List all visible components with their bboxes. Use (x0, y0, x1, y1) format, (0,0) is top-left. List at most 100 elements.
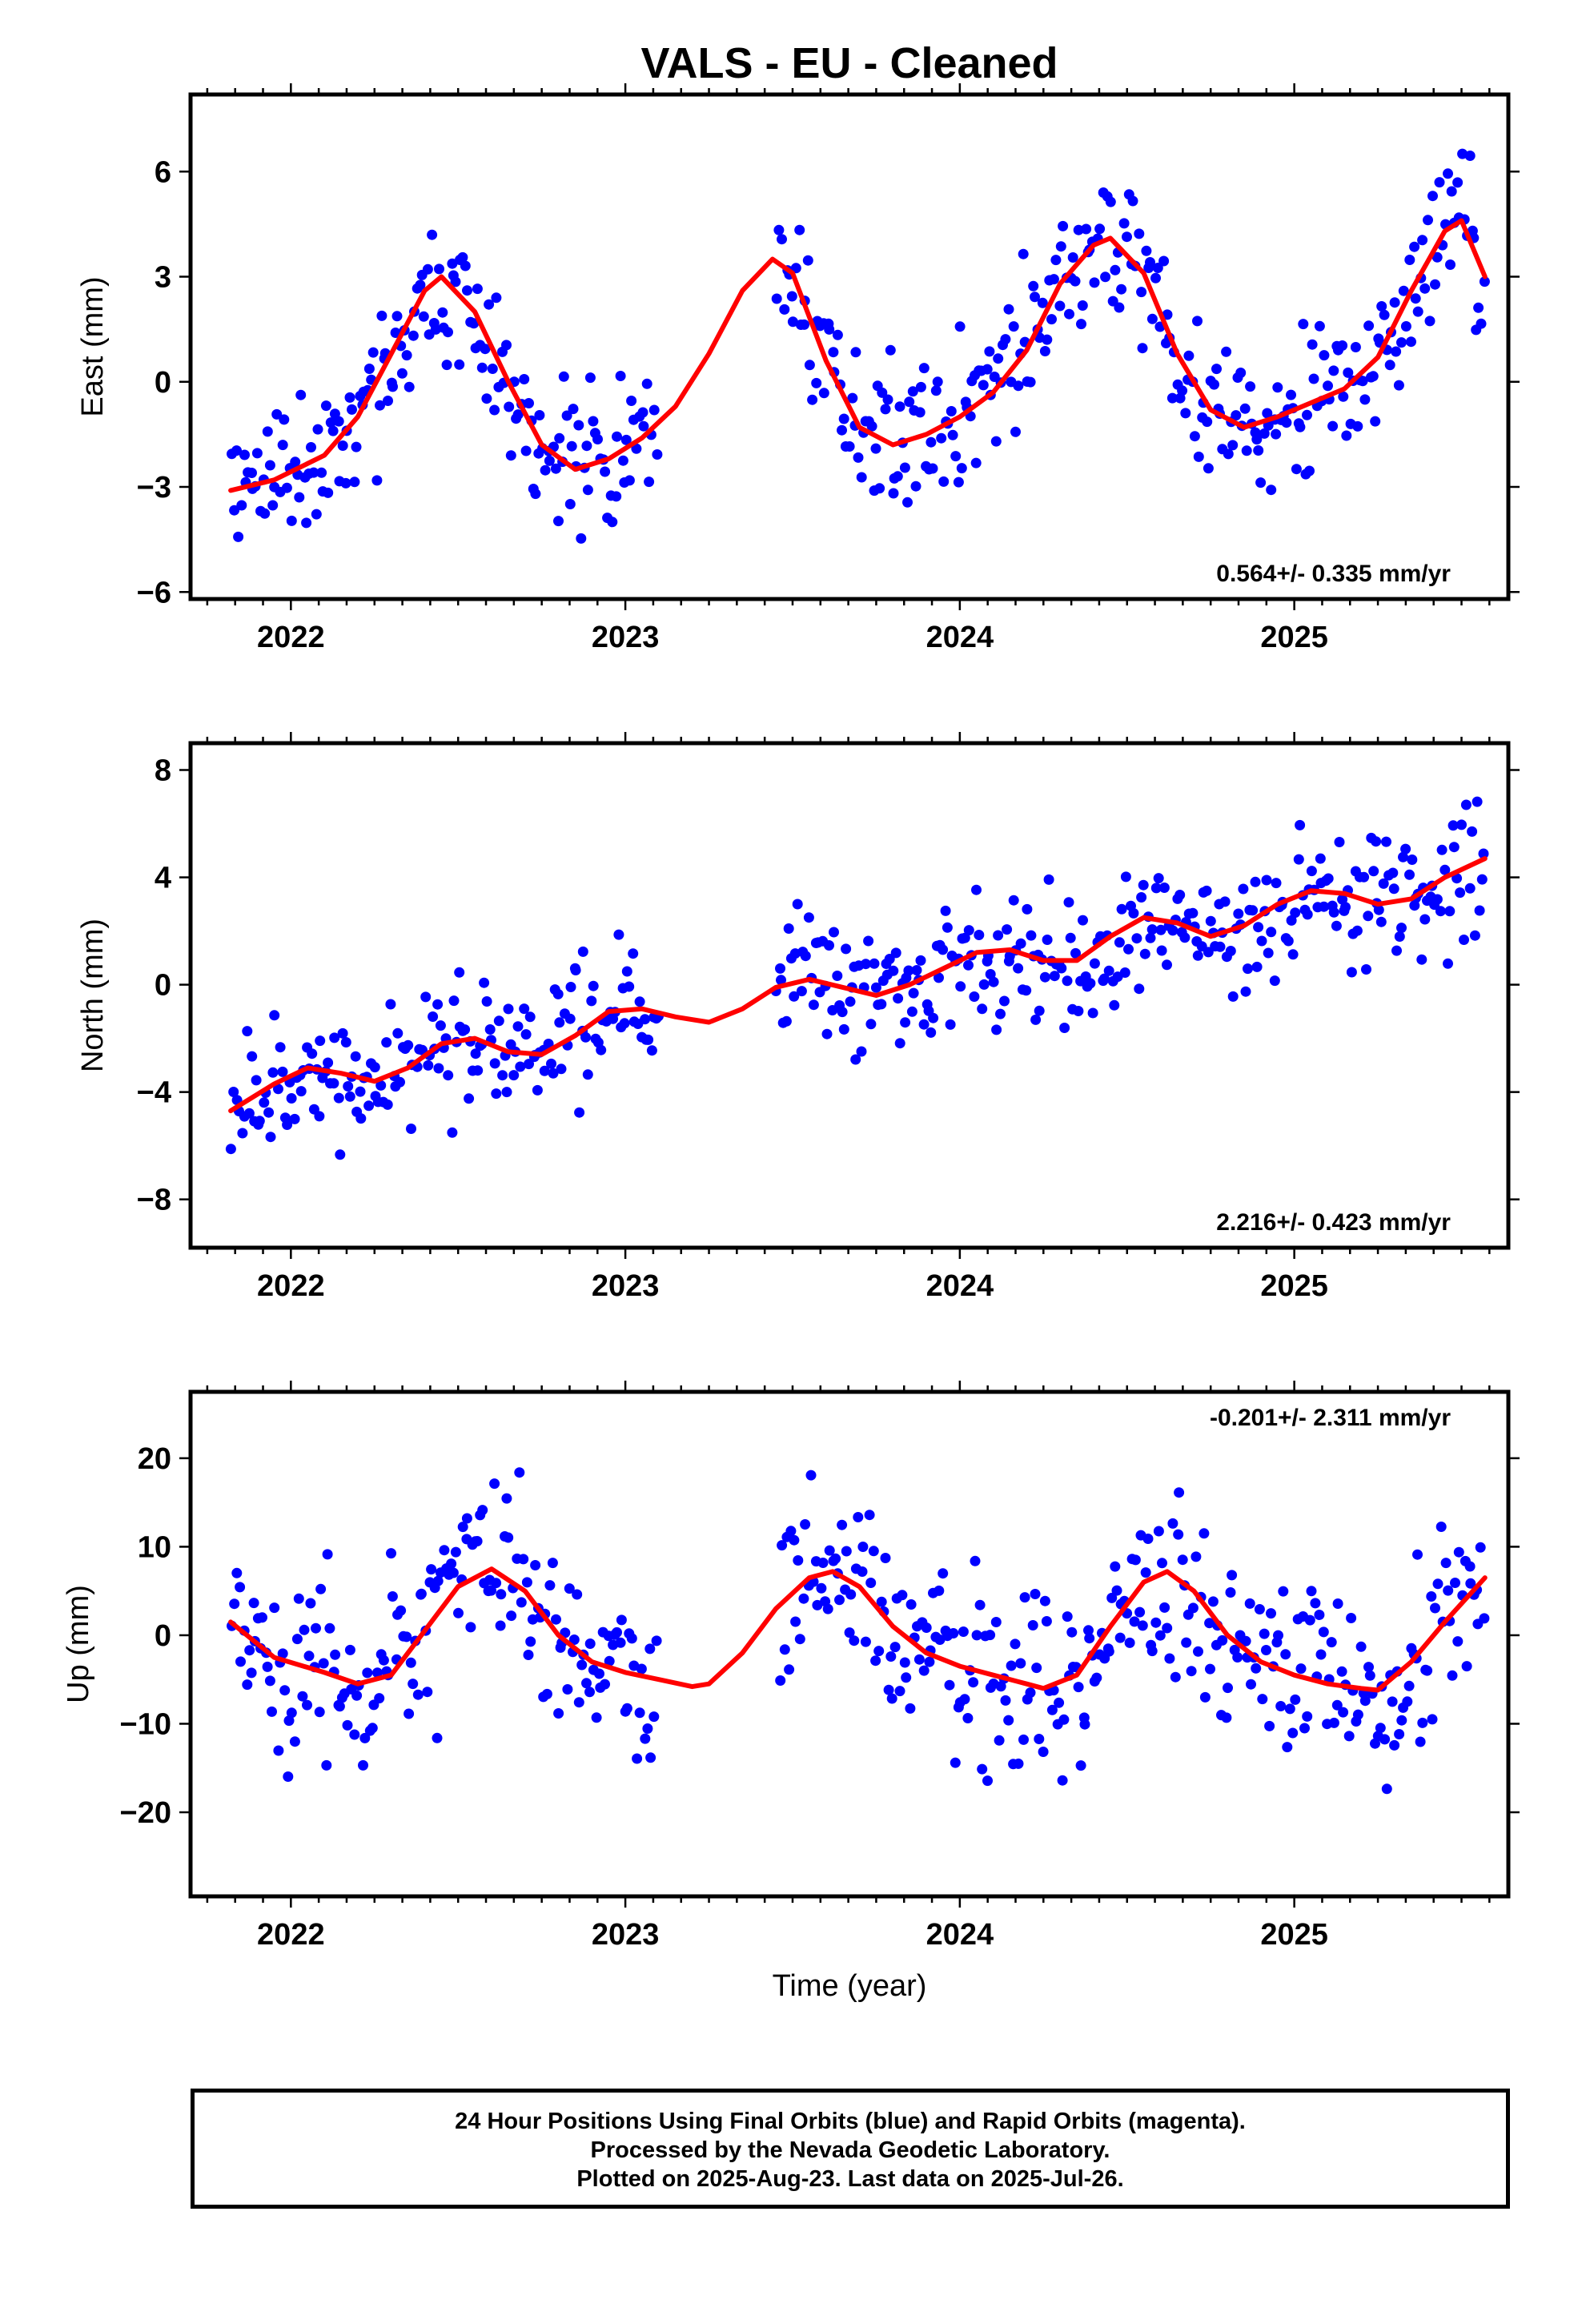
data-point-north (225, 1144, 236, 1155)
data-point-north (1478, 848, 1489, 859)
data-point-east (990, 436, 1002, 447)
data-point-east (1323, 380, 1333, 392)
data-point-up (1162, 1622, 1173, 1634)
data-point-east (1064, 308, 1074, 320)
data-point-north (869, 958, 880, 969)
data-point-up (1464, 1561, 1476, 1572)
data-point-east (233, 531, 244, 542)
data-point-up (775, 1675, 786, 1686)
data-point-up (1227, 1570, 1238, 1581)
data-point-up (318, 1658, 329, 1669)
data-point-up (1251, 1663, 1262, 1674)
data-point-up (636, 1663, 647, 1675)
data-point-up (1129, 1616, 1140, 1627)
data-point-east (1376, 301, 1387, 312)
data-point-east (1245, 381, 1256, 392)
data-point-east (885, 344, 896, 356)
data-point-north (1328, 907, 1339, 918)
data-point-up (568, 1634, 580, 1645)
data-point-east (443, 327, 453, 338)
data-point-north (1116, 903, 1127, 915)
data-point-east (434, 263, 444, 275)
data-point-north (893, 993, 904, 1004)
data-point-north (1167, 925, 1178, 936)
data-point-north (1371, 836, 1382, 847)
data-point-north (969, 991, 980, 1002)
data-point-east (262, 426, 273, 437)
data-point-up (1030, 1589, 1041, 1599)
data-point-up (876, 1596, 887, 1607)
data-point-east (1158, 255, 1170, 267)
data-point-north (928, 1012, 939, 1023)
data-point-east (1337, 340, 1348, 351)
x-tick-label-north: 2024 (926, 1269, 994, 1303)
data-point-east (1000, 334, 1011, 345)
data-point-up (262, 1661, 273, 1672)
data-point-north (1131, 933, 1142, 944)
data-point-up (408, 1679, 419, 1690)
data-point-north (624, 981, 635, 992)
data-point-up (1217, 1634, 1228, 1646)
data-point-north (942, 922, 953, 933)
data-point-up (1403, 1680, 1415, 1691)
data-point-east (1259, 428, 1270, 439)
data-point-up (1054, 1697, 1065, 1708)
data-point-north (1460, 799, 1472, 810)
data-point-north (515, 1061, 526, 1072)
data-point-up (621, 1703, 632, 1714)
data-point-north (554, 1017, 565, 1028)
x-tick-label-north: 2023 (592, 1269, 660, 1303)
data-point-east (1070, 275, 1081, 287)
data-point-north (1467, 826, 1478, 837)
data-point-east (491, 292, 502, 304)
x-tick-label-east: 2025 (1260, 621, 1328, 654)
model-curve-east (228, 218, 1488, 493)
data-point-north (1008, 895, 1019, 906)
data-point-north (945, 1019, 956, 1030)
data-point-east (520, 445, 532, 456)
data-point-up (1387, 1696, 1398, 1707)
data-point-north (890, 947, 901, 959)
data-point-north (565, 982, 576, 992)
data-point-up (985, 1630, 996, 1641)
data-point-north (481, 996, 492, 1007)
data-point-up (359, 1732, 371, 1743)
data-point-up (1103, 1646, 1114, 1657)
data-point-up (834, 1594, 845, 1606)
data-point-east (534, 410, 545, 420)
data-point-east (306, 442, 316, 452)
data-point-north (974, 930, 985, 940)
y-tick-label-up: 10 (138, 1530, 171, 1564)
data-point-north (906, 1006, 917, 1017)
data-point-north (959, 932, 970, 943)
data-point-north (1250, 876, 1261, 887)
data-point-east (1116, 283, 1127, 295)
data-point-up (1290, 1694, 1301, 1705)
data-point-north (643, 1034, 654, 1045)
data-point-east (584, 372, 596, 384)
data-point-east (607, 517, 618, 528)
data-point-north (991, 1024, 1002, 1035)
data-point-north (269, 1010, 280, 1021)
data-point-north (406, 1124, 416, 1134)
data-point-north (503, 1003, 514, 1015)
data-point-north (344, 1091, 355, 1102)
data-point-north (273, 1084, 283, 1095)
data-point-up (283, 1715, 295, 1727)
data-point-north (501, 1087, 512, 1098)
data-point-up (913, 1654, 925, 1665)
data-point-east (1370, 416, 1381, 427)
data-point-north (1404, 869, 1415, 880)
data-point-north (577, 946, 588, 957)
data-point-up (600, 1679, 610, 1690)
data-point-north (918, 1019, 930, 1030)
model-curve-up (228, 1566, 1488, 1693)
data-point-up (283, 1771, 294, 1782)
x-axis-title: Time (year) (773, 1969, 927, 2003)
data-point-north (1334, 837, 1345, 847)
data-point-east (1384, 360, 1395, 371)
data-point-east (344, 392, 355, 403)
data-point-north (1179, 932, 1191, 943)
data-point-up (246, 1667, 257, 1679)
data-point-up (880, 1553, 891, 1563)
